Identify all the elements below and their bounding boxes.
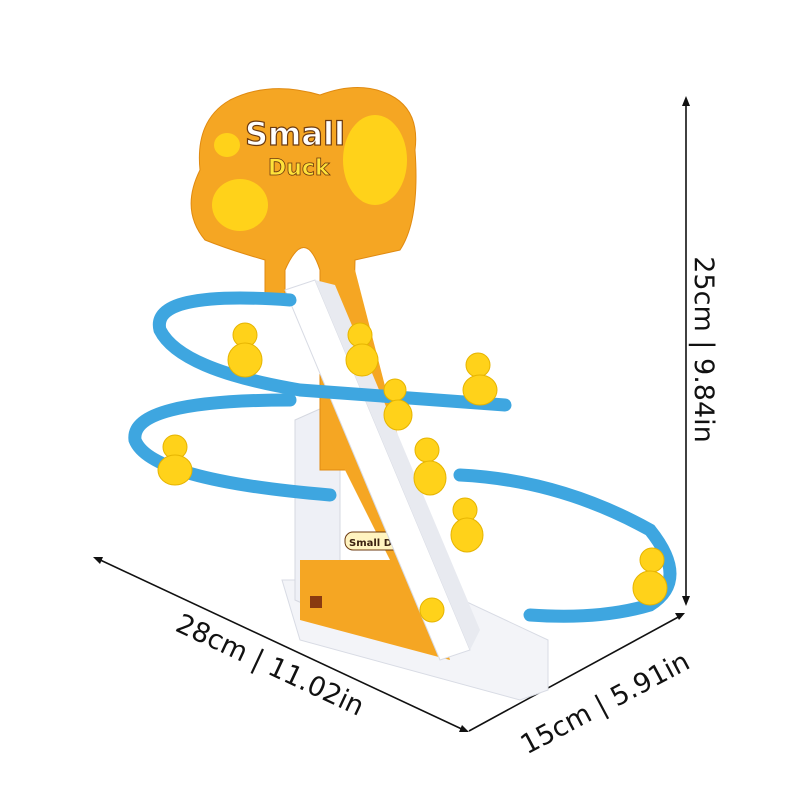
- duck: [413, 437, 447, 496]
- badge-text: Small Duck: [349, 538, 412, 549]
- duck: [345, 322, 379, 377]
- duck: [157, 434, 193, 486]
- width-dimension-line: [468, 614, 683, 732]
- lower-track: [453, 468, 677, 623]
- logo-duck: Duck: [268, 156, 331, 181]
- height-dimension-label: 25cm | 9.84in: [687, 256, 719, 443]
- ducks: [157, 322, 668, 623]
- cartoon-duckling: [214, 133, 240, 157]
- duck: [383, 378, 413, 431]
- dimension-lines: [93, 96, 690, 732]
- duck: [419, 597, 445, 623]
- blue-track: [128, 291, 677, 623]
- length-dimension-line: [95, 557, 467, 732]
- cartoon-duck-right: [343, 115, 407, 205]
- power-switch: [310, 596, 322, 608]
- duck: [227, 322, 263, 378]
- middle-track: [128, 393, 337, 502]
- duck: [462, 352, 498, 406]
- upper-track: [152, 291, 512, 412]
- cartoon-duck-face: [212, 179, 268, 231]
- duck: [632, 547, 668, 606]
- logo-small: Small: [245, 115, 345, 153]
- duck: [450, 497, 484, 553]
